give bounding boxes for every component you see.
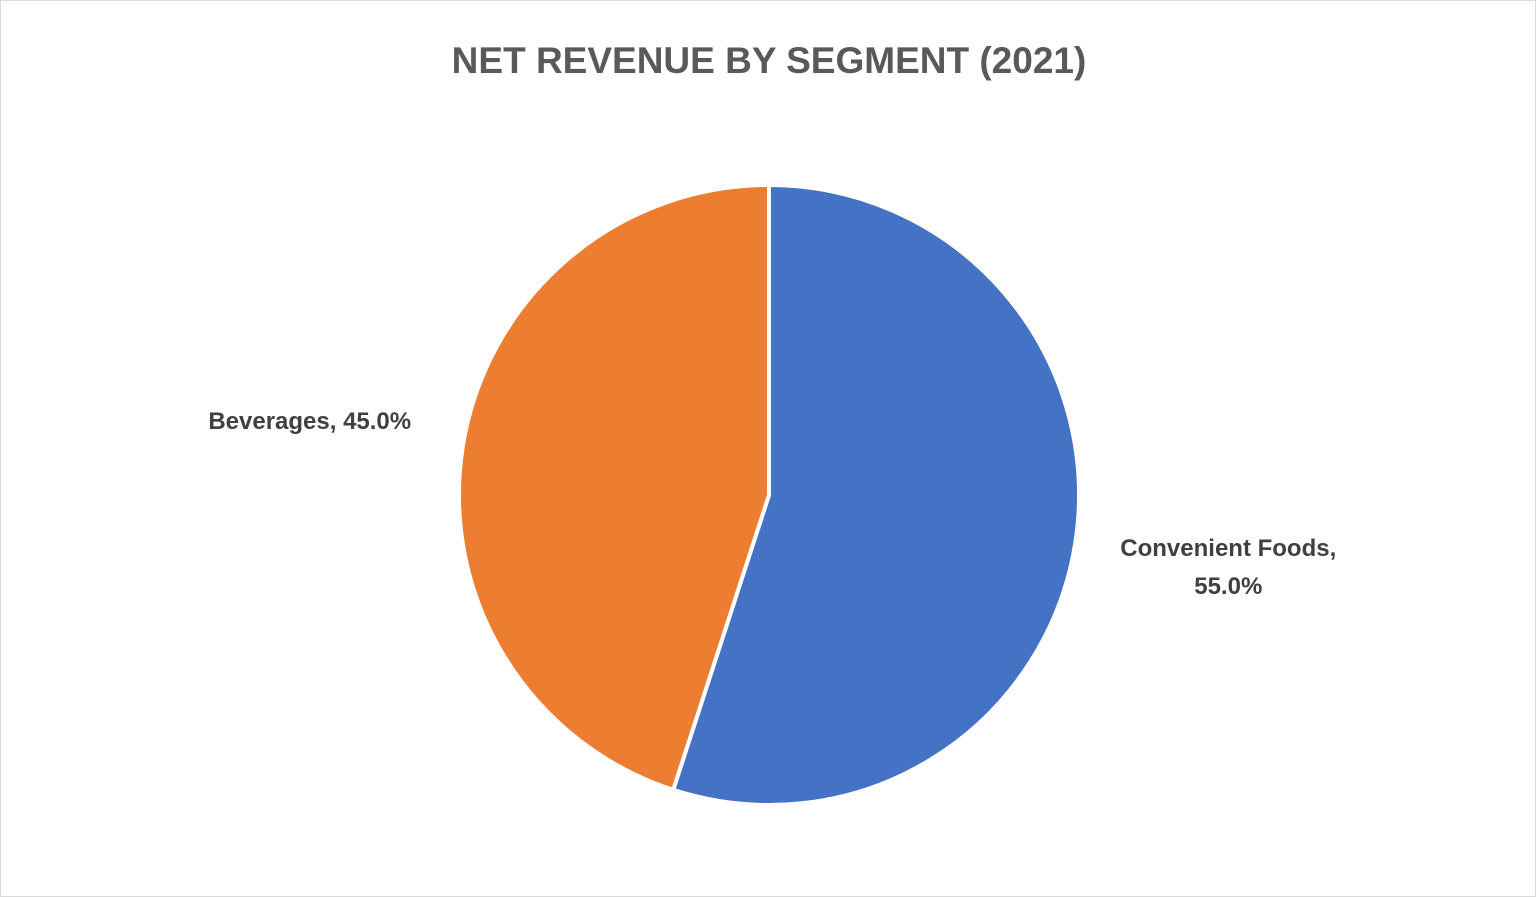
chart-title: NET REVENUE BY SEGMENT (2021) [452,40,1087,81]
pie-slice [457,182,771,793]
pie-slice [670,182,1081,807]
data-label: Beverages, 45.0% [208,408,412,436]
data-label: Convenient Foods, 55.0% [1120,534,1337,600]
